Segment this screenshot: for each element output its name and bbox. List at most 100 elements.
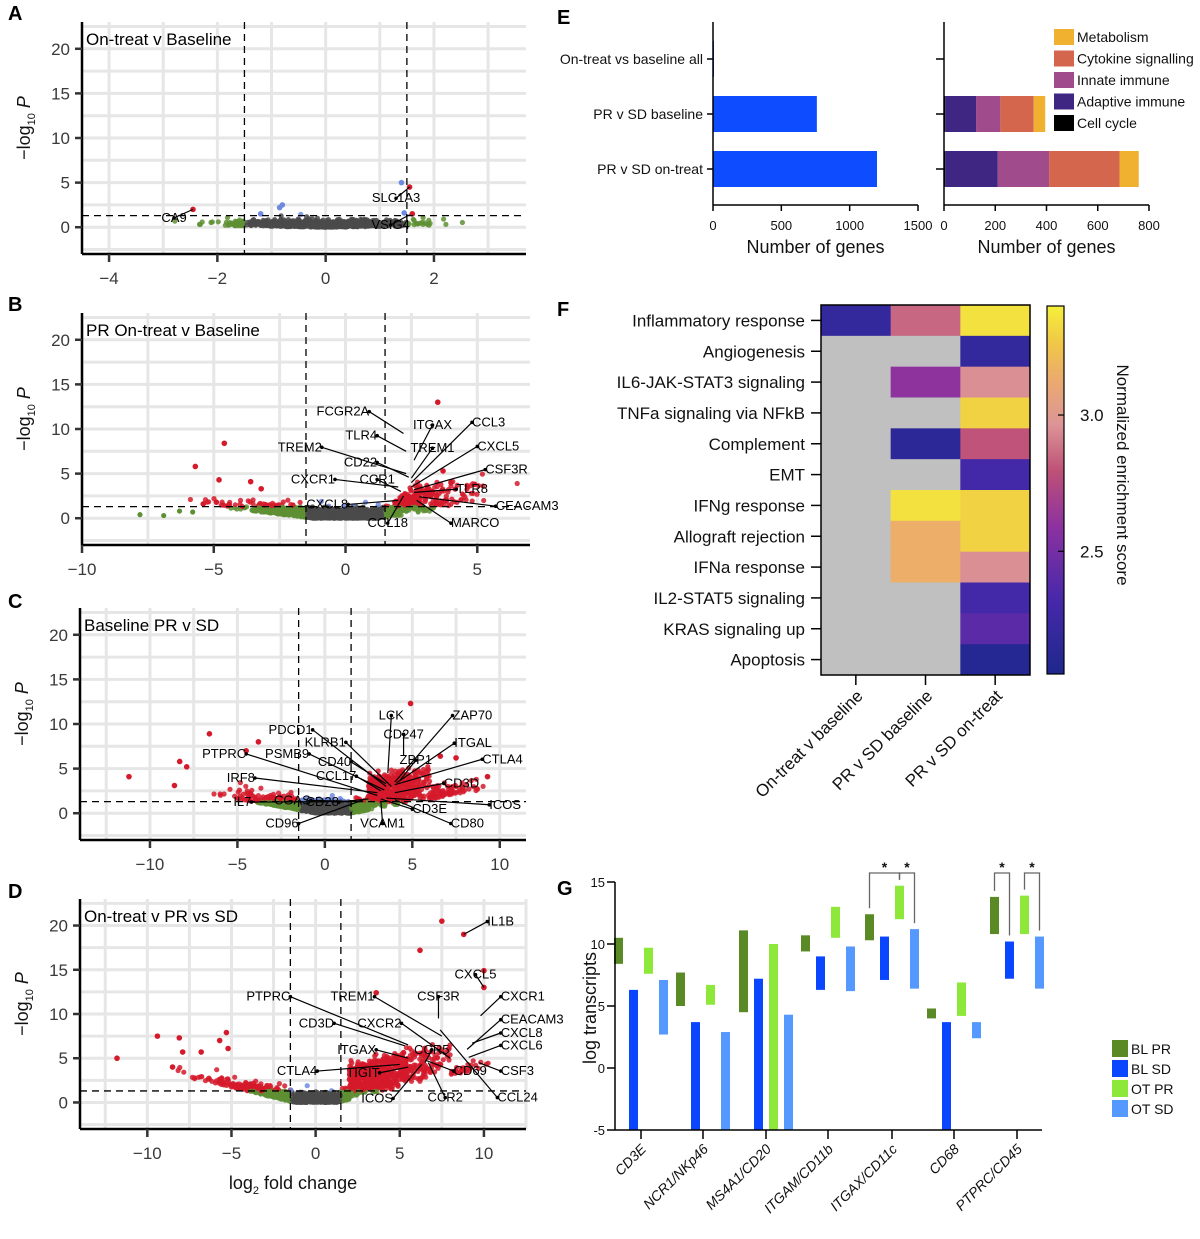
data-point <box>286 512 292 518</box>
y-tick-label: 20 <box>51 331 70 350</box>
data-point <box>453 755 459 761</box>
gene-label: PSMB9 <box>265 746 309 761</box>
gene-label: CD28 <box>306 794 339 809</box>
data-point <box>308 515 314 521</box>
data-point <box>410 216 416 222</box>
y-tick-label: 20 <box>49 626 68 645</box>
gene-label: CXCR1 <box>291 471 335 486</box>
y-tick-label: 15 <box>49 670 68 689</box>
data-point <box>364 222 370 228</box>
data-point <box>353 219 360 225</box>
data-point <box>425 766 431 773</box>
x-tick-label: −5 <box>204 560 223 579</box>
data-point <box>267 223 273 229</box>
gene-label: SLC1A3 <box>372 190 420 205</box>
data-point <box>247 499 253 505</box>
data-point <box>294 221 301 227</box>
data-point <box>215 219 221 225</box>
data-point <box>232 1074 238 1080</box>
y-tick-label: 0 <box>61 509 70 528</box>
data-point <box>359 218 365 224</box>
data-point <box>176 758 183 765</box>
data-point <box>448 479 454 486</box>
gene-label: TREM1 <box>410 440 454 455</box>
gene-label: ITGAL <box>454 735 492 750</box>
data-point <box>380 792 386 798</box>
data-point <box>375 768 381 774</box>
y-tick-label: 0 <box>59 804 68 823</box>
data-point <box>469 498 475 504</box>
point-cloud <box>137 399 520 521</box>
data-point <box>137 512 143 518</box>
data-point <box>484 773 491 780</box>
gene-label: ZAP70 <box>453 708 493 723</box>
gene-label: MARCO <box>451 515 499 530</box>
data-point <box>454 482 460 488</box>
panel-letter: A <box>8 3 22 25</box>
gene-label: CD96 <box>265 816 298 831</box>
data-point <box>365 218 371 224</box>
gene-label: FCGR2A <box>317 404 370 419</box>
data-point <box>362 807 368 814</box>
data-point <box>310 809 316 815</box>
data-point <box>232 218 238 224</box>
data-point <box>479 471 485 477</box>
data-point <box>200 501 207 507</box>
gene-label: CSF3R <box>485 462 528 477</box>
data-point <box>405 494 412 501</box>
x-tick-label: 5 <box>408 855 417 874</box>
data-point <box>183 764 190 770</box>
label-connector <box>390 214 410 226</box>
y-tick-label: 20 <box>51 40 70 59</box>
data-point <box>470 490 476 496</box>
y-tick-label: 10 <box>51 129 70 148</box>
data-point <box>351 508 357 514</box>
data-point <box>382 221 389 227</box>
data-point <box>452 790 458 796</box>
data-point <box>281 510 287 516</box>
data-point <box>362 499 369 505</box>
data-point <box>439 500 445 506</box>
data-point <box>474 491 480 497</box>
data-point <box>190 509 196 515</box>
data-point <box>236 787 243 793</box>
data-point <box>443 493 449 499</box>
data-point <box>126 773 132 780</box>
gene-label: PTPRC <box>202 746 246 761</box>
data-point <box>354 223 360 229</box>
data-point <box>196 221 203 227</box>
data-point <box>255 739 262 745</box>
data-point <box>206 499 212 505</box>
data-point <box>333 219 339 225</box>
data-point <box>276 204 283 211</box>
panel-letter: B <box>8 294 22 316</box>
point-cloud <box>172 179 465 230</box>
data-point <box>266 793 272 800</box>
data-point <box>481 497 487 504</box>
x-tick-label: −10 <box>68 560 97 579</box>
data-point <box>391 784 397 790</box>
data-point <box>224 215 231 221</box>
data-point <box>407 485 413 491</box>
gene-label: CTLA4 <box>482 751 522 766</box>
y-tick-label: 10 <box>51 420 70 439</box>
data-point <box>324 219 330 225</box>
data-point <box>258 485 265 492</box>
y-axis-label: −log10 P <box>14 96 38 160</box>
gene-label: CD247 <box>383 726 423 741</box>
data-point <box>286 219 292 225</box>
data-point <box>441 216 447 222</box>
data-point <box>434 484 440 490</box>
data-point <box>514 480 520 487</box>
data-point <box>192 463 199 470</box>
x-tick-label: 0 <box>321 269 330 288</box>
data-point <box>181 1069 187 1075</box>
data-point <box>271 507 277 513</box>
y-axis-label: −log10 P <box>14 387 38 451</box>
data-point <box>443 221 449 227</box>
data-point <box>420 215 426 221</box>
label-arrow-tip <box>394 196 398 201</box>
gene-label: CD3E <box>412 801 447 816</box>
x-tick-label: 0 <box>341 560 350 579</box>
